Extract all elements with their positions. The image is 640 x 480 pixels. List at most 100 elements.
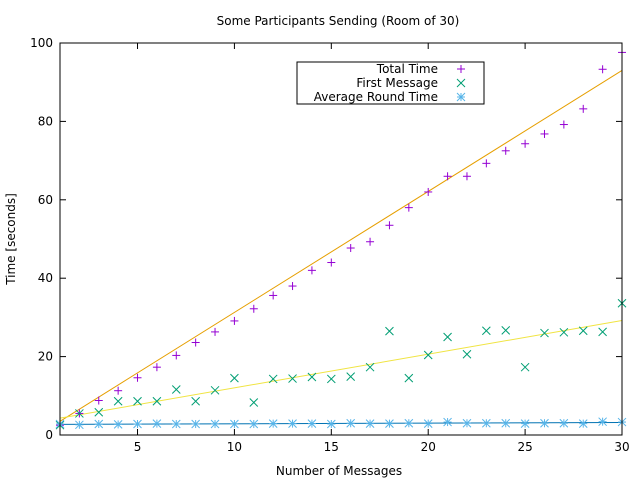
point-series1-29 bbox=[598, 65, 607, 74]
point-series3-3 bbox=[94, 419, 104, 429]
point-series3-23 bbox=[481, 418, 491, 428]
point-series2-16 bbox=[346, 372, 356, 381]
point-series2-8 bbox=[191, 396, 201, 406]
point-series1-14 bbox=[307, 266, 316, 275]
point-series3-12 bbox=[268, 419, 278, 428]
point-series1-28 bbox=[579, 104, 588, 113]
fit-lines bbox=[59, 70, 623, 425]
point-series2-10 bbox=[230, 373, 239, 383]
point-series3-10 bbox=[230, 419, 239, 429]
point-series2-27 bbox=[559, 327, 569, 337]
point-series2-22 bbox=[462, 349, 472, 359]
fit-line-3 bbox=[59, 421, 623, 425]
point-series3-9 bbox=[210, 419, 220, 429]
legend-marker-1 bbox=[457, 65, 465, 73]
point-series3-27 bbox=[559, 418, 569, 428]
plot-frame bbox=[59, 42, 623, 436]
legend-label: Total Time bbox=[376, 62, 438, 76]
point-series2-17 bbox=[365, 362, 375, 372]
legend-marker-3 bbox=[456, 92, 466, 102]
point-series1-26 bbox=[540, 129, 549, 138]
point-series1-23 bbox=[482, 159, 491, 168]
y-axis-label: Time [seconds] bbox=[4, 193, 18, 286]
point-series2-3 bbox=[94, 407, 104, 417]
point-series3-26 bbox=[540, 418, 549, 428]
point-series3-11 bbox=[249, 419, 259, 429]
point-series1-15 bbox=[327, 258, 336, 267]
point-series2-20 bbox=[423, 350, 433, 360]
x-tick-label: 25 bbox=[517, 440, 532, 454]
point-series3-5 bbox=[133, 419, 142, 429]
y-tick-label: 80 bbox=[38, 114, 53, 128]
point-series2-26 bbox=[540, 328, 549, 338]
point-series3-4 bbox=[113, 420, 123, 429]
point-series2-24 bbox=[501, 325, 511, 335]
point-series1-20 bbox=[424, 187, 433, 196]
point-series1-5 bbox=[133, 373, 142, 382]
point-series2-4 bbox=[113, 396, 123, 406]
point-series3-22 bbox=[462, 418, 472, 428]
y-tick-label: 100 bbox=[30, 36, 53, 50]
point-series2-6 bbox=[152, 396, 162, 406]
point-series1-3 bbox=[94, 396, 103, 405]
legend-label: First Message bbox=[356, 76, 438, 90]
point-series3-15 bbox=[326, 419, 336, 429]
point-series3-25 bbox=[520, 419, 530, 428]
chart-title: Some Participants Sending (Room of 30) bbox=[217, 14, 460, 28]
point-series3-24 bbox=[501, 418, 511, 428]
point-series3-14 bbox=[307, 419, 317, 428]
point-series3-18 bbox=[385, 419, 394, 428]
point-series2-2 bbox=[75, 409, 84, 418]
point-series3-2 bbox=[75, 420, 84, 430]
point-series1-9 bbox=[211, 327, 220, 336]
point-series1-13 bbox=[288, 282, 297, 291]
point-series1-27 bbox=[559, 120, 568, 129]
x-tick-label: 5 bbox=[134, 440, 142, 454]
point-series2-12 bbox=[268, 374, 278, 384]
point-series2-28 bbox=[578, 326, 588, 336]
point-series3-6 bbox=[152, 419, 162, 428]
point-series2-13 bbox=[288, 374, 297, 383]
point-series1-12 bbox=[269, 291, 278, 300]
point-series1-8 bbox=[191, 338, 200, 347]
legend-label: Average Round Time bbox=[314, 90, 438, 104]
point-series2-11 bbox=[249, 398, 259, 407]
point-series2-9 bbox=[210, 385, 220, 395]
point-series3-17 bbox=[365, 419, 375, 428]
legend-marker-2 bbox=[456, 78, 466, 88]
x-tick-label: 10 bbox=[227, 440, 242, 454]
point-series3-29 bbox=[598, 417, 607, 427]
point-series1-17 bbox=[366, 237, 375, 246]
x-axis-label: Number of Messages bbox=[276, 464, 402, 478]
fit-line-1 bbox=[59, 70, 623, 422]
point-series2-29 bbox=[598, 327, 607, 337]
point-series2-19 bbox=[404, 373, 414, 383]
point-series2-7 bbox=[171, 385, 181, 394]
axis-ticks: 0 20 40 60 80 100 5 10 15 20 25 30 bbox=[30, 36, 630, 454]
x-tick-label: 30 bbox=[614, 440, 629, 454]
x-tick-label: 15 bbox=[324, 440, 339, 454]
point-series1-18 bbox=[385, 221, 394, 230]
point-series3-7 bbox=[171, 419, 181, 429]
point-series3-28 bbox=[578, 419, 588, 428]
point-series2-15 bbox=[326, 374, 336, 384]
point-series1-19 bbox=[404, 203, 413, 212]
y-tick-label: 60 bbox=[38, 193, 53, 207]
point-series2-23 bbox=[481, 326, 491, 336]
point-series2-14 bbox=[307, 372, 317, 382]
point-series2-18 bbox=[385, 326, 394, 336]
point-series1-7 bbox=[172, 351, 181, 360]
y-tick-label: 0 bbox=[45, 428, 53, 442]
point-series1-24 bbox=[501, 146, 510, 155]
point-series2-5 bbox=[133, 396, 142, 406]
point-series1-25 bbox=[521, 139, 530, 148]
point-series3-20 bbox=[423, 419, 433, 428]
point-series1-22 bbox=[462, 172, 471, 181]
data-points bbox=[55, 48, 627, 430]
point-series1-6 bbox=[152, 363, 161, 372]
point-series1-11 bbox=[249, 304, 258, 313]
point-series1-16 bbox=[346, 244, 355, 253]
point-series3-19 bbox=[404, 418, 414, 428]
